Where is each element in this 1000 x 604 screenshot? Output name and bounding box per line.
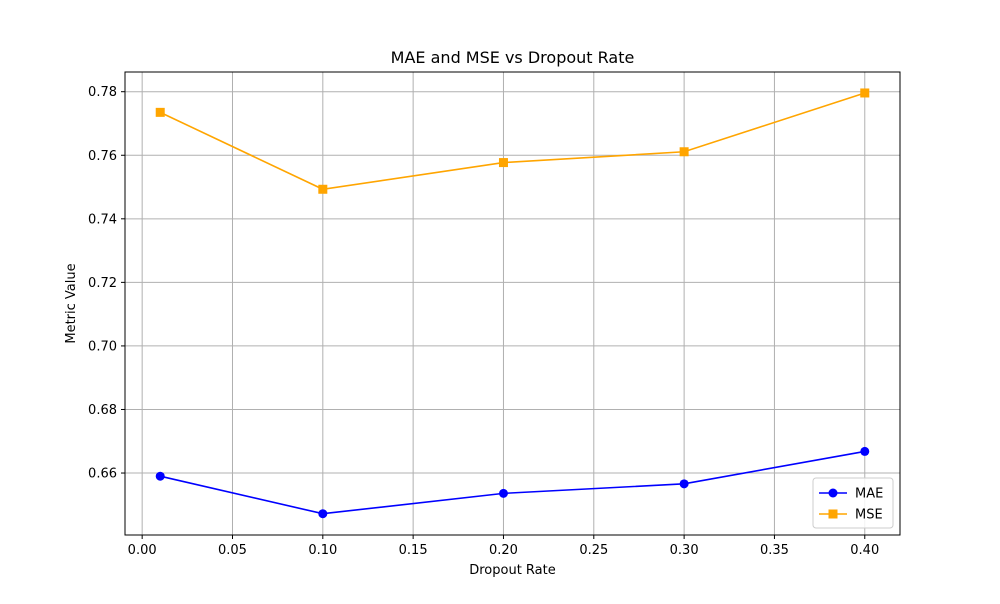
mse-point: [318, 184, 328, 194]
y-tick-label: 0.66: [88, 467, 117, 482]
y-tick-label: 0.68: [88, 403, 117, 418]
legend-label-mse: MSE: [855, 508, 883, 523]
mse-point: [155, 107, 165, 117]
y-tick-label: 0.78: [88, 85, 117, 100]
y-tick-label: 0.72: [88, 276, 117, 291]
mse-point: [679, 147, 689, 157]
mse-point: [498, 158, 508, 168]
y-tick-label: 0.74: [88, 212, 117, 227]
legend-item-mae: MAE: [819, 487, 883, 502]
x-tick-label: 0.00: [128, 543, 157, 558]
legend-label-mae: MAE: [855, 487, 883, 502]
legend-mae-point: [828, 488, 838, 498]
x-tick-label: 0.20: [489, 543, 518, 558]
chart-title: MAE and MSE vs Dropout Rate: [391, 48, 635, 67]
x-axis-title: Dropout Rate: [469, 563, 556, 578]
mse-series: [155, 88, 870, 194]
series-layer: [155, 88, 870, 519]
legend-item-mse: MSE: [819, 508, 883, 523]
x-tick-label: 0.05: [218, 543, 247, 558]
ticks: 0.00 0.05 0.10 0.15 0.20 0.25 0.30 0.35 0.40 0.66…: [88, 85, 879, 558]
mae-point: [679, 479, 689, 489]
mae-point: [155, 471, 165, 481]
y-axis-title: Metric Value: [64, 263, 79, 343]
x-tick-label: 0.25: [579, 543, 608, 558]
mse-point: [860, 88, 870, 98]
mae-point: [860, 446, 870, 456]
grid: [125, 72, 900, 535]
x-tick-label: 0.30: [670, 543, 699, 558]
legend-mse-point: [828, 509, 838, 519]
plot-frame: [124, 71, 901, 536]
mae-series: [155, 446, 870, 519]
mae-point: [318, 509, 328, 519]
x-tick-label: 0.35: [760, 543, 789, 558]
x-tick-label: 0.40: [850, 543, 879, 558]
x-tick-label: 0.15: [399, 543, 428, 558]
mae-point: [498, 488, 508, 498]
legend: MAE MSE: [812, 477, 894, 529]
y-tick-label: 0.70: [88, 339, 117, 354]
x-tick-label: 0.10: [308, 543, 337, 558]
y-tick-label: 0.76: [88, 149, 117, 164]
